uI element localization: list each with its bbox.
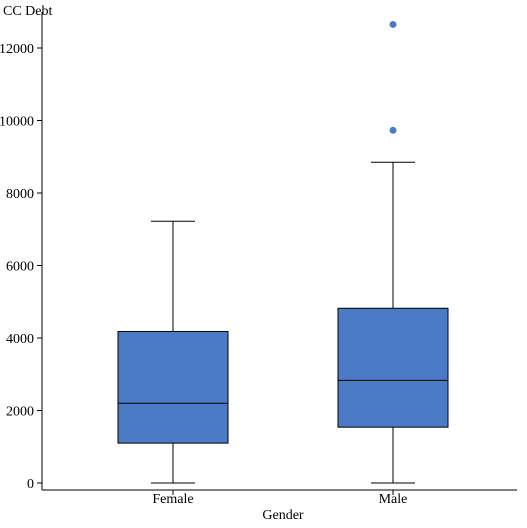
y-tick-label: 8000 [6, 187, 34, 202]
y-tick-label: 6000 [6, 260, 34, 275]
box-group-female [117, 220, 229, 484]
outlier-point [389, 126, 397, 134]
x-tick-label: Male [379, 492, 408, 507]
iqr-box [337, 307, 449, 428]
y-tick-label: 4000 [6, 332, 34, 347]
axes: 0 2000 4000 6000 8000 10000 12000 Female Male [0, 12, 517, 507]
y-tick-label: 10000 [0, 115, 34, 130]
y-tick-label: 0 [27, 477, 34, 492]
box-group-male [337, 20, 449, 484]
x-tick-label: Female [152, 492, 193, 507]
y-ticks: 0 2000 4000 6000 8000 10000 12000 [0, 42, 42, 492]
y-tick-label: 2000 [6, 405, 34, 420]
boxes [117, 20, 449, 484]
x-axis-title: Gender [262, 508, 304, 523]
y-axis-title: CC Debt [3, 4, 53, 19]
x-ticks: Female Male [152, 490, 407, 507]
outlier-point [389, 20, 397, 28]
y-tick-label: 12000 [0, 42, 34, 57]
iqr-box [117, 330, 229, 444]
